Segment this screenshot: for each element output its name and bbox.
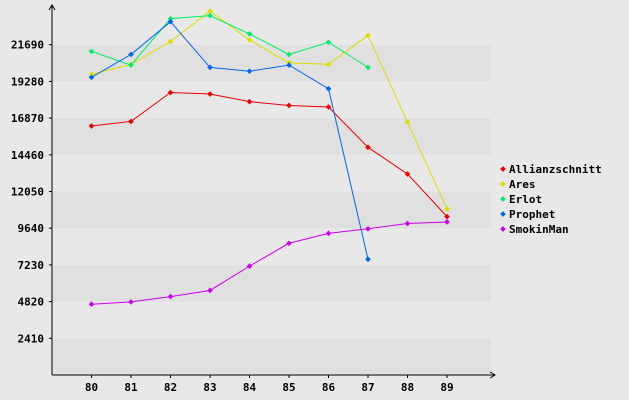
x-tick-label: 81 <box>124 381 138 394</box>
grid-band <box>52 301 491 339</box>
series-line <box>91 221 448 305</box>
legend-marker <box>500 166 506 172</box>
data-point <box>325 85 332 92</box>
chart-axes <box>48 4 496 379</box>
data-point <box>444 206 450 212</box>
data-point <box>404 119 411 126</box>
y-tick-label: 4820 <box>18 296 45 309</box>
legend-item: Ares <box>500 178 536 191</box>
data-point <box>365 64 371 71</box>
series-prophet <box>88 18 371 263</box>
legend-marker <box>500 226 506 232</box>
series-allianzschnitt <box>88 89 450 220</box>
legend-item: SmokinMan <box>500 223 569 236</box>
data-point <box>365 256 371 263</box>
grid-band <box>52 118 491 155</box>
data-point <box>88 74 95 81</box>
series-line <box>91 21 369 260</box>
data-point <box>207 287 213 294</box>
series-line <box>91 10 448 210</box>
y-tick-label: 7230 <box>18 259 45 272</box>
data-point <box>128 118 134 125</box>
data-point <box>404 220 411 227</box>
grid-band <box>52 191 491 229</box>
series-line <box>91 92 448 217</box>
y-tick-label: 19280 <box>11 75 44 88</box>
x-tick-label: 84 <box>243 381 257 394</box>
data-point <box>325 230 332 237</box>
legend: Allianzschnitt Ares Erlot Prophet SmokinMan <box>500 163 602 236</box>
data-point <box>167 18 174 25</box>
data-point <box>444 213 450 220</box>
x-tick-label: 88 <box>401 381 414 394</box>
data-point <box>444 219 450 225</box>
data-point <box>404 171 411 177</box>
data-point <box>246 263 253 269</box>
x-tick-label: 83 <box>203 381 216 394</box>
grid-band <box>52 81 491 119</box>
y-axis-ticks: 2410 4820 7230 9640 12050 14460 16870 19280 2169… <box>11 39 52 345</box>
x-tick-label: 80 <box>85 381 98 394</box>
x-tick-label: 82 <box>164 381 177 394</box>
data-point <box>88 71 95 78</box>
y-tick-label: 21690 <box>11 39 44 52</box>
legend-item: Erlot <box>500 193 542 206</box>
y-axis-arrow <box>48 4 56 11</box>
legend-item: Prophet <box>500 208 555 221</box>
grid-band <box>52 44 491 82</box>
data-point <box>325 104 332 110</box>
legend-marker <box>500 211 506 217</box>
legend-label: SmokinMan <box>509 223 569 236</box>
data-point <box>246 68 253 75</box>
y-tick-label: 12050 <box>11 186 44 199</box>
data-point <box>365 225 371 232</box>
data-point <box>88 123 95 129</box>
legend-marker <box>500 196 506 202</box>
series-smokinman <box>88 219 450 308</box>
data-point <box>128 299 134 305</box>
legend-label: Prophet <box>509 208 555 221</box>
data-point <box>207 91 213 97</box>
x-axis-arrow <box>489 371 496 379</box>
data-point <box>365 144 371 151</box>
data-point <box>286 62 292 68</box>
y-tick-label: 2410 <box>18 332 45 345</box>
grid-band <box>52 264 491 302</box>
data-point <box>286 102 292 109</box>
y-tick-label: 14460 <box>11 149 44 162</box>
y-tick-label: 16870 <box>11 112 44 125</box>
data-point <box>207 64 213 71</box>
grid-band <box>52 8 491 45</box>
legend-label: Erlot <box>509 193 542 206</box>
data-point <box>88 301 95 308</box>
data-point <box>167 15 174 22</box>
grid-band <box>52 338 491 375</box>
plot-background <box>52 8 491 375</box>
x-tick-label: 87 <box>361 381 374 394</box>
x-axis-ticks: 80 81 82 83 84 85 86 87 88 89 <box>85 375 454 394</box>
data-point <box>167 89 174 96</box>
y-tick-label: 9640 <box>18 222 45 235</box>
data-point <box>167 293 174 300</box>
series-line <box>91 15 369 68</box>
x-tick-label: 89 <box>440 381 453 394</box>
grid-band <box>52 228 491 265</box>
x-tick-label: 86 <box>322 381 336 394</box>
legend-label: Allianzschnitt <box>509 163 602 176</box>
data-point <box>286 240 292 247</box>
x-tick-label: 85 <box>282 381 295 394</box>
data-point <box>246 98 253 105</box>
legend-item: Allianzschnitt <box>500 163 602 176</box>
legend-label: Ares <box>509 178 536 191</box>
legend-marker <box>500 181 506 187</box>
